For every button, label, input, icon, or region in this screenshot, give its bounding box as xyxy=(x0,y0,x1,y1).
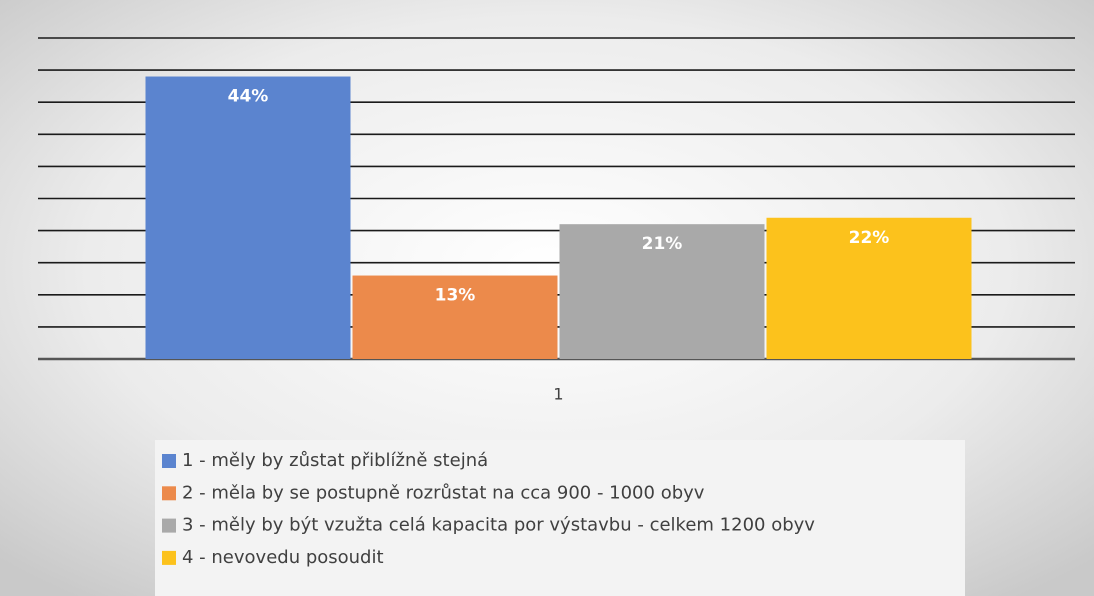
legend-label: 2 - měla by se postupně rozrůstat na cca… xyxy=(182,482,705,503)
legend-label: 4 - nevovedu posoudit xyxy=(182,547,384,568)
data-label: 13% xyxy=(435,286,476,306)
legend-label: 1 - měly by zůstat přiblížně stejná xyxy=(182,450,488,471)
x-tick-label: 1 xyxy=(553,385,563,404)
bar xyxy=(352,275,558,359)
data-label: 21% xyxy=(642,234,683,254)
legend-swatch xyxy=(162,518,176,533)
legend-swatch xyxy=(162,486,176,501)
bar xyxy=(766,217,972,359)
legend-label: 3 - měly by být vzužta celá kapacita por… xyxy=(182,515,815,536)
legend-box xyxy=(155,440,965,596)
data-label: 22% xyxy=(849,228,890,248)
bar xyxy=(559,224,765,359)
bar xyxy=(145,76,351,360)
legend-swatch xyxy=(162,454,176,468)
data-label: 44% xyxy=(228,87,269,107)
legend-swatch xyxy=(162,550,176,565)
